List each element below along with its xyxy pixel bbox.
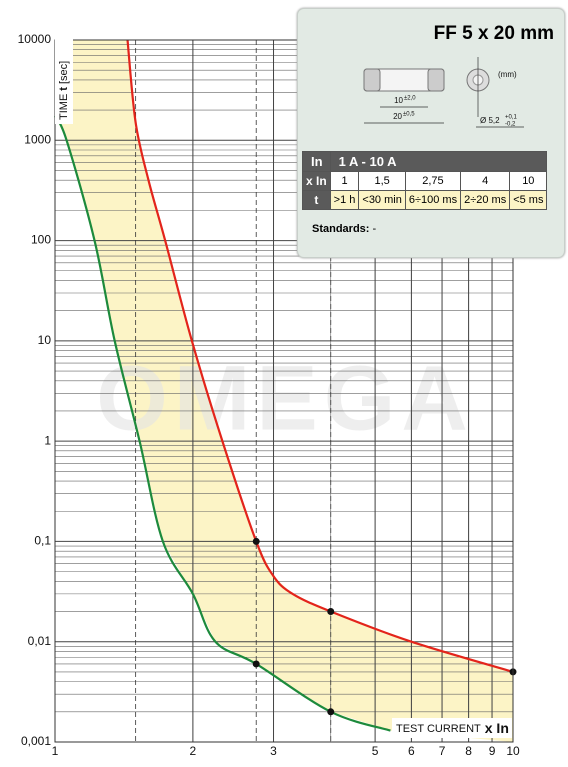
dim-text: ±2,0 xyxy=(404,96,416,102)
y-tick-label: 10 xyxy=(38,333,52,347)
table-cell: 1,5 xyxy=(358,171,406,191)
dim-text: -0,2 xyxy=(505,122,516,128)
x-axis-title-part: x In xyxy=(485,720,509,736)
table-cell: 10 xyxy=(509,171,548,191)
x-tick-label: 5 xyxy=(372,744,379,758)
curve xyxy=(54,115,391,732)
y-tick-label: 1000 xyxy=(24,132,51,146)
x-tick-label: 7 xyxy=(439,744,446,758)
dim-text: 10 xyxy=(394,96,403,105)
y-tick-label: 0,1 xyxy=(34,534,51,548)
info-panel: FF 5 x 20 mm 10 ±2,0 20 ±0,5 (mm) Ø 5,2 … xyxy=(297,8,565,258)
y-tick-label: 10000 xyxy=(18,32,52,46)
table-cell: <5 ms xyxy=(509,190,548,210)
standards-value: - xyxy=(372,223,377,235)
y-tick-label: 0,01 xyxy=(28,634,52,648)
label-bg xyxy=(392,718,512,738)
point-marker xyxy=(327,608,335,616)
table-cell: 4 xyxy=(460,171,511,191)
y-axis-title-part: TIME xyxy=(58,94,70,120)
x-tick-label: 6 xyxy=(408,744,415,758)
dim-text: +0,1 xyxy=(505,115,518,121)
info-title: FF 5 x 20 mm xyxy=(433,23,554,44)
table-cell: 2÷20 ms xyxy=(460,190,511,210)
x-axis-title-part: TEST CURRENT xyxy=(396,723,481,735)
point-marker xyxy=(327,708,335,716)
info-table: In 1 A - 10 A x In 1 1,5 2,75 4 10 t >1 h <30 mi… xyxy=(302,151,548,210)
standards-label: Standards: xyxy=(312,223,370,235)
table-cell: >1 h xyxy=(329,190,360,210)
watermark: OMEGA xyxy=(96,347,474,449)
plot-frame xyxy=(54,39,514,743)
y-axis-title: TIME t [sec] xyxy=(58,61,70,120)
table-header: In xyxy=(302,151,331,172)
dim-text: ±0,5 xyxy=(403,112,415,118)
curve xyxy=(126,39,514,673)
y-axis-label: TIME t [sec] xyxy=(55,36,73,124)
x-tick-label: 1 xyxy=(52,744,59,758)
y-tick-label: 0,001 xyxy=(21,734,51,748)
y-tick-label: 1 xyxy=(44,433,51,447)
y-axis-title-part: t xyxy=(58,87,70,91)
x-tick-label: 9 xyxy=(489,744,496,758)
table-cell: <30 min xyxy=(358,190,406,210)
fuse-drawing: 10 ±2,0 20 ±0,5 (mm) Ø 5,2 +0,1 -0,2 xyxy=(363,57,524,128)
point-marker xyxy=(252,537,260,545)
table-cell: x In xyxy=(302,171,331,191)
x-tick-label: 2 xyxy=(190,744,197,758)
standards: Standards: - xyxy=(312,223,376,235)
dim-text: Ø 5,2 xyxy=(480,116,500,125)
table-cell: t xyxy=(302,190,331,210)
table-cell: 2,75 xyxy=(404,171,462,191)
x-tick-label: 8 xyxy=(465,744,472,758)
table-cell: 6÷100 ms xyxy=(404,190,462,210)
y-tick-label: 100 xyxy=(31,233,51,247)
x-axis-title: TEST CURRENT x In xyxy=(396,720,509,736)
dim-text: (mm) xyxy=(498,70,517,79)
table-header: 1 A - 10 A xyxy=(329,151,548,172)
label-bg xyxy=(55,36,73,124)
table-cell: 1 xyxy=(329,171,360,191)
x-tick-label: 10 xyxy=(506,744,520,758)
y-axis-title-part: [sec] xyxy=(58,61,70,84)
dim-text: 20 xyxy=(393,112,402,121)
x-tick-label: 3 xyxy=(270,744,277,758)
point-marker xyxy=(252,660,260,668)
